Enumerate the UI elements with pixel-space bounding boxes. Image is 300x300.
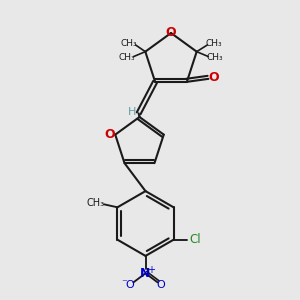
Text: CH₃: CH₃	[86, 198, 105, 208]
Text: O: O	[157, 280, 166, 290]
Text: ⁻: ⁻	[122, 278, 128, 288]
Text: H: H	[128, 107, 136, 117]
Text: O: O	[208, 71, 219, 84]
Text: CH₃: CH₃	[206, 39, 222, 48]
Text: CH₃: CH₃	[118, 53, 135, 62]
Text: N: N	[140, 267, 151, 280]
Text: O: O	[166, 26, 176, 39]
Text: CH₃: CH₃	[207, 53, 224, 62]
Text: +: +	[147, 265, 155, 275]
Text: O: O	[104, 128, 115, 141]
Text: O: O	[125, 280, 134, 290]
Text: CH₃: CH₃	[121, 39, 137, 48]
Text: Cl: Cl	[190, 233, 201, 246]
